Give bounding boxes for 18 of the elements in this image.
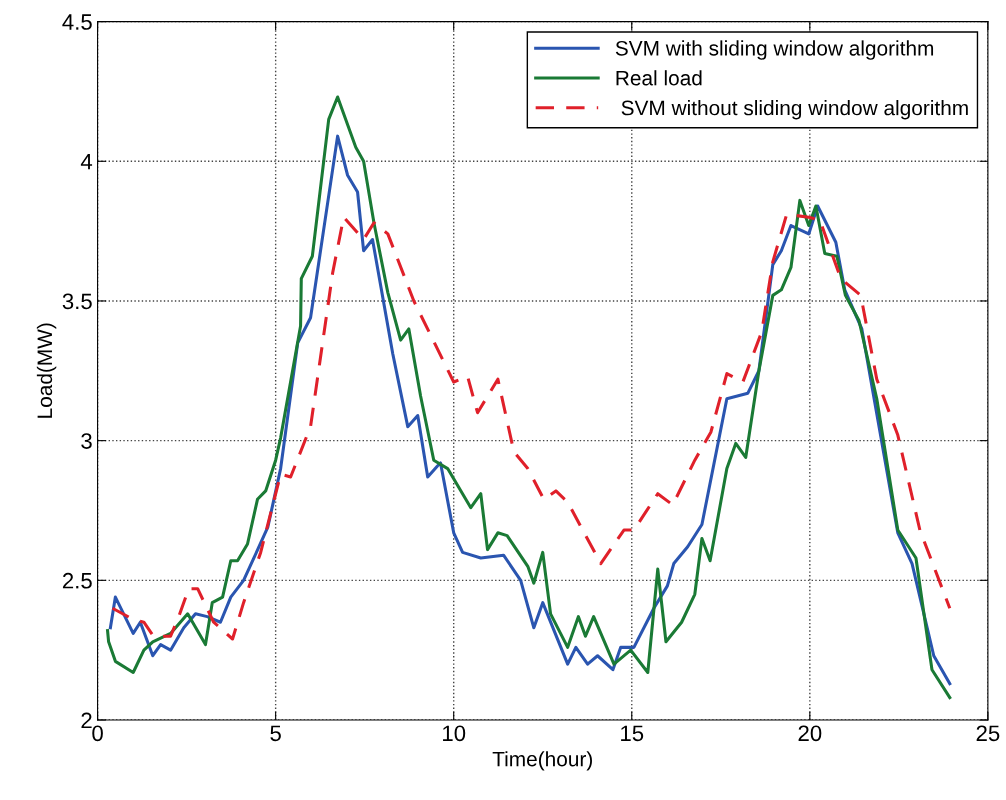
y-tick-label: 3.5	[62, 293, 92, 310]
x-tick-label: 5	[270, 725, 281, 742]
line-series	[111, 212, 952, 641]
legend-label: Real load	[616, 70, 702, 86]
y-tick-label: 2	[81, 712, 92, 729]
x-tick-label: 25	[976, 725, 1000, 742]
x-tick-label: 20	[798, 725, 822, 742]
x-tick-label: 15	[621, 725, 644, 742]
x-tick-label: 10	[443, 725, 466, 742]
legend-label: SVM with sliding window algorithm	[615, 40, 934, 60]
y-tick-label: 4.5	[62, 14, 92, 30]
y-tick-label: 3	[81, 433, 92, 449]
x-tick-label: 0	[92, 725, 103, 742]
y-tick-label: 2.5	[62, 572, 92, 589]
x-axis-title: Time(hour)	[492, 751, 592, 771]
y-tick-label: 4	[80, 154, 93, 170]
y-axis-title: Load(MW)	[36, 323, 57, 418]
legend-label: SVM without sliding window algorithm	[621, 100, 968, 120]
